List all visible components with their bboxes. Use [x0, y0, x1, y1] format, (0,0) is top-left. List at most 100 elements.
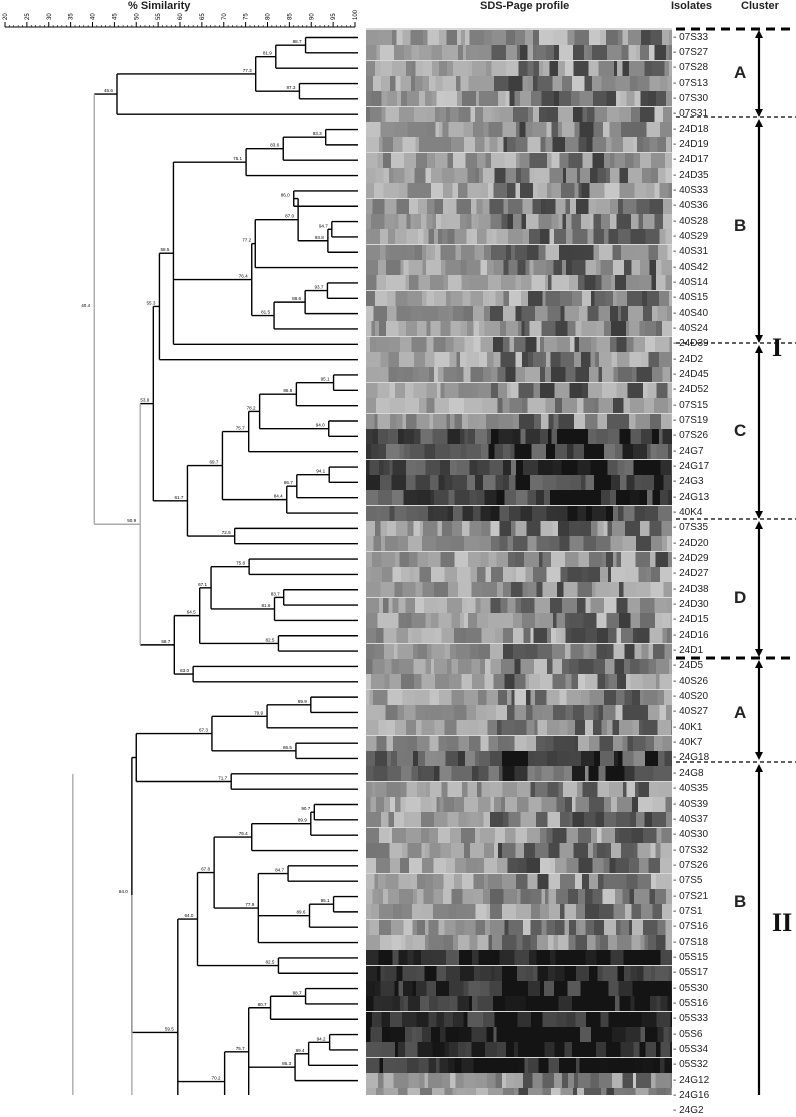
cluster-label-a1: A: [734, 63, 747, 82]
gel-lane: [366, 321, 672, 337]
node-label: 87.0: [285, 214, 294, 219]
gel-lane: [366, 566, 672, 582]
node-label: 45.6: [104, 88, 113, 93]
isolate-label: - 40K4: [673, 507, 703, 519]
isolate-label: - 40S36: [673, 200, 709, 212]
node-label: 90.7: [301, 806, 310, 811]
node-label: 50.9: [127, 518, 136, 523]
scale-tick-label: 90: [309, 13, 315, 20]
isolate-label: - 24G18: [673, 752, 710, 764]
node-label: 81.9: [263, 51, 272, 56]
node-label: 84.7: [275, 868, 284, 873]
isolate-label: - 40S24: [673, 322, 709, 334]
isolate-label: - 40S33: [673, 184, 709, 196]
isolate-label: - 40S37: [673, 813, 709, 825]
isolate-label: - 05S6: [673, 1028, 703, 1040]
node-label: 88.6: [292, 296, 301, 301]
isolate-label: - 40S31: [673, 246, 709, 258]
gel-lane: [366, 965, 672, 981]
gel-lane: [366, 674, 672, 690]
node-label: 40.4: [81, 303, 90, 308]
isolate-label: - 07S27: [673, 46, 709, 58]
node-label: 95.1: [321, 898, 330, 903]
node-label: 78.2: [247, 405, 256, 410]
scale-tick-label: 25: [25, 13, 31, 20]
isolate-label: - 07S35: [673, 522, 709, 534]
node-label: 77.3: [243, 68, 252, 73]
isolate-label: - 24D27: [673, 568, 709, 580]
scale-tick-label: 70: [222, 13, 228, 20]
arrow-head-down: [755, 511, 763, 519]
isolate-label: - 24G3: [673, 476, 704, 488]
isolate-label: - 40K7: [673, 737, 703, 749]
gel-lane: [366, 183, 672, 199]
gel-lane: [366, 812, 672, 828]
gel-lane: [366, 843, 672, 859]
isolate-label: - 24D38: [673, 583, 709, 595]
gel-lane: [366, 168, 672, 184]
isolate-label: - 05S34: [673, 1043, 709, 1055]
isolate-label: - 05S17: [673, 967, 709, 979]
cluster-header: Cluster: [741, 0, 779, 12]
isolate-label: - 40S40: [673, 307, 709, 319]
scale-tick-label: 20: [3, 13, 9, 20]
isolate-label: - 40S29: [673, 230, 709, 242]
node-label: 88.7: [293, 990, 302, 995]
gel-lane: [366, 1088, 672, 1095]
scale-tick-label: 45: [112, 13, 118, 20]
scale-tick-label: 55: [156, 13, 162, 20]
node-label: 77.9: [245, 902, 254, 907]
gel-lane: [366, 444, 672, 460]
isolate-label: - 24D45: [673, 368, 709, 380]
gel-lane: [366, 520, 672, 536]
node-label: 86.3: [282, 1061, 291, 1066]
isolate-label: - 05S33: [673, 1013, 709, 1025]
gel-lane: [366, 551, 672, 567]
node-label: 77.2: [242, 238, 251, 243]
gel-lane: [366, 904, 672, 920]
gel-lane: [366, 950, 672, 966]
node-label: 80.7: [258, 1002, 267, 1007]
node-label: 63.0: [180, 668, 189, 673]
arrow-head-up: [755, 660, 763, 668]
gel-lane: [366, 889, 672, 905]
isolate-label: - 40S28: [673, 215, 709, 227]
scale-tick-label: 65: [200, 13, 206, 20]
isolate-label: - 07S16: [673, 921, 709, 933]
node-label: 75.7: [236, 1046, 245, 1051]
isolate-label: - 05S16: [673, 997, 709, 1009]
gel-lane: [366, 505, 672, 521]
isolate-label: - 24D19: [673, 138, 709, 150]
isolate-label: - 40S27: [673, 706, 709, 718]
dendrogram: 88.7 81.9 87.3 77.3 45.6 93.3 83.6 75.1 86.0 94.7…: [72, 36, 358, 1095]
isolate-label: - 24G13: [673, 491, 710, 503]
gel-lane: [366, 352, 672, 368]
gel-lane: [366, 76, 672, 92]
gel-lane: [366, 612, 672, 628]
isolate-label: - 40S30: [673, 829, 709, 841]
node-label: 86.5: [283, 745, 292, 750]
node-label: 89.9: [298, 699, 307, 704]
node-label: 82.5: [265, 637, 274, 642]
scale-tick-label: 40: [91, 13, 97, 20]
isolate-label: - 07S5: [673, 875, 703, 887]
node-label: 84.4: [274, 494, 283, 499]
scale-tick-label: 30: [47, 13, 53, 20]
gel-lane: [366, 628, 672, 644]
gel-lane: [366, 229, 672, 245]
gel-lane: [366, 750, 672, 766]
isolate-label: - 24D39: [673, 338, 709, 350]
node-label: 86.7: [284, 480, 293, 485]
gel-lane: [366, 60, 672, 76]
scale-tick-label: 35: [69, 13, 75, 20]
node-label: 67.1: [198, 582, 207, 587]
node-label: 75.7: [236, 426, 245, 431]
gel-lane: [366, 137, 672, 153]
gel-lane: [366, 658, 672, 674]
gel-lane: [366, 735, 672, 751]
gel-lane: [366, 643, 672, 659]
gel-lane: [366, 858, 672, 874]
cluster-label-d: D: [734, 588, 747, 607]
isolate-label: - 40S14: [673, 276, 709, 288]
gel-lane: [366, 367, 672, 383]
